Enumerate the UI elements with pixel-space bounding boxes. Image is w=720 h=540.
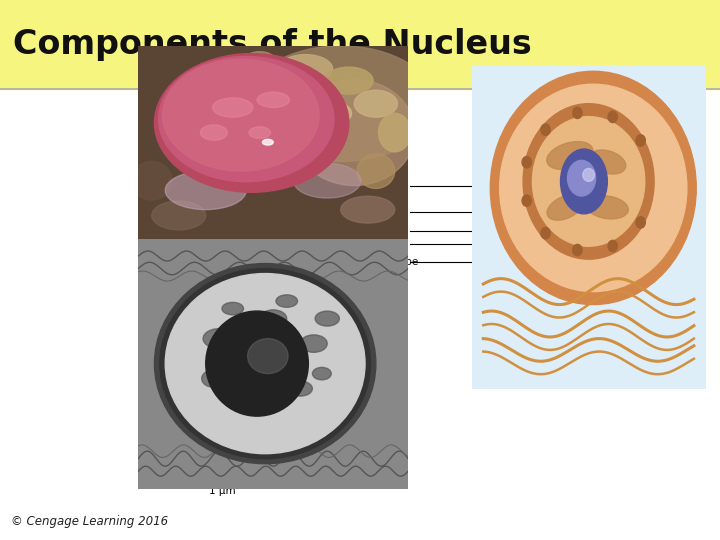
Ellipse shape — [354, 90, 397, 117]
Ellipse shape — [561, 149, 608, 214]
Text: Components of the Nucleus: Components of the Nucleus — [13, 28, 531, 61]
Ellipse shape — [260, 310, 287, 327]
Ellipse shape — [523, 104, 654, 259]
Text: nucleolus: nucleolus — [328, 207, 377, 217]
Ellipse shape — [312, 367, 331, 380]
Ellipse shape — [572, 245, 582, 256]
Ellipse shape — [541, 227, 550, 239]
Ellipse shape — [154, 53, 348, 192]
Text: 1 µm: 1 µm — [210, 486, 235, 496]
Ellipse shape — [160, 268, 370, 458]
Ellipse shape — [315, 311, 339, 326]
Ellipse shape — [300, 335, 327, 353]
Ellipse shape — [152, 201, 206, 230]
Ellipse shape — [533, 117, 645, 246]
Ellipse shape — [166, 274, 365, 454]
Ellipse shape — [541, 124, 550, 136]
Ellipse shape — [608, 111, 617, 123]
Ellipse shape — [500, 84, 687, 292]
Ellipse shape — [202, 370, 226, 387]
Ellipse shape — [379, 113, 411, 152]
Ellipse shape — [246, 46, 435, 161]
Ellipse shape — [341, 196, 395, 223]
Ellipse shape — [158, 57, 334, 181]
Ellipse shape — [294, 164, 361, 198]
Ellipse shape — [212, 98, 253, 117]
Text: nucleoplasm: nucleoplasm — [328, 239, 394, 249]
Ellipse shape — [582, 168, 595, 181]
Text: nuclear pore: nuclear pore — [328, 181, 393, 191]
Ellipse shape — [608, 240, 617, 252]
Ellipse shape — [262, 139, 273, 145]
Ellipse shape — [265, 73, 308, 96]
Ellipse shape — [166, 171, 246, 210]
Ellipse shape — [132, 161, 172, 200]
Ellipse shape — [206, 311, 308, 416]
Ellipse shape — [288, 381, 312, 396]
Ellipse shape — [279, 55, 333, 84]
Ellipse shape — [586, 196, 629, 219]
Ellipse shape — [248, 339, 288, 374]
Bar — [0, 0, 720, 89]
Ellipse shape — [572, 107, 582, 118]
Ellipse shape — [357, 154, 395, 188]
Text: chromatin: chromatin — [328, 226, 381, 236]
Ellipse shape — [154, 264, 376, 464]
Ellipse shape — [490, 71, 696, 305]
Ellipse shape — [163, 59, 319, 171]
Ellipse shape — [636, 217, 645, 228]
Ellipse shape — [249, 127, 271, 138]
Ellipse shape — [243, 52, 276, 71]
Ellipse shape — [203, 328, 235, 349]
Ellipse shape — [233, 385, 260, 402]
Ellipse shape — [567, 160, 595, 196]
Ellipse shape — [294, 79, 415, 186]
Ellipse shape — [325, 67, 373, 94]
Ellipse shape — [522, 157, 531, 168]
Ellipse shape — [546, 141, 593, 170]
Ellipse shape — [314, 102, 351, 125]
Ellipse shape — [522, 195, 531, 206]
Text: nuclear envelope: nuclear envelope — [328, 257, 418, 267]
Ellipse shape — [636, 135, 645, 146]
Ellipse shape — [222, 302, 243, 315]
Ellipse shape — [200, 125, 228, 140]
Ellipse shape — [276, 295, 297, 307]
Ellipse shape — [589, 150, 626, 174]
Text: © Cengage Learning 2016: © Cengage Learning 2016 — [11, 515, 168, 528]
Ellipse shape — [257, 92, 289, 107]
Ellipse shape — [547, 194, 583, 220]
